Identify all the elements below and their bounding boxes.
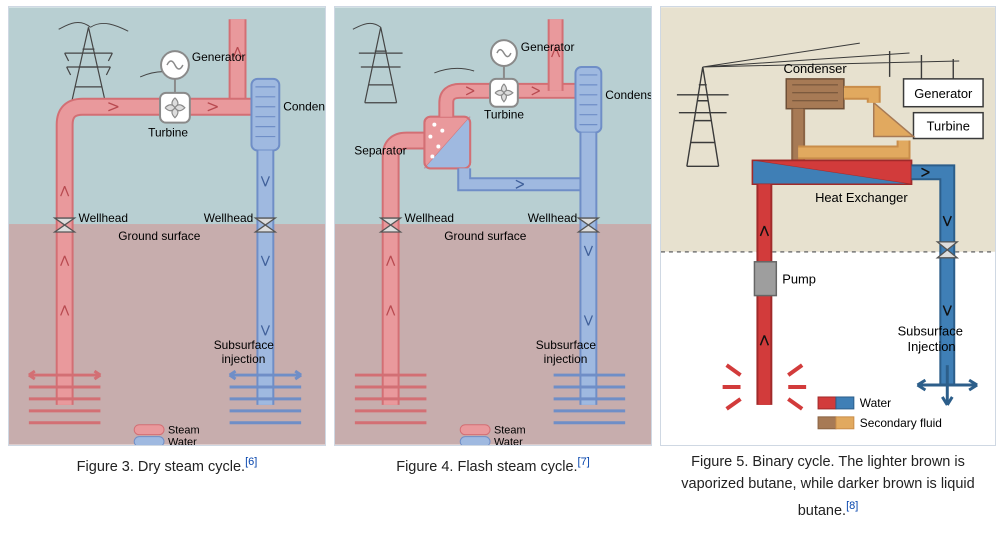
- figure-5-column: Generator Turbine Condenser Heat Ex: [660, 6, 996, 522]
- condenser-icon: [786, 79, 844, 109]
- condenser-label: Condenser: [283, 100, 326, 114]
- subsurface-label-2: injection: [544, 352, 588, 366]
- legend-water-label: Water: [860, 396, 891, 410]
- condenser-icon: [575, 67, 601, 133]
- wellhead-right-label: Wellhead: [204, 211, 253, 225]
- legend-water-label: Water: [168, 437, 197, 446]
- wellhead-right-label: Wellhead: [528, 211, 577, 225]
- figure-3-diagram: Generator Turbine Condenser Wellhead Wel…: [8, 6, 326, 446]
- turbine-icon: [490, 79, 518, 107]
- figure-row: Generator Turbine Condenser Wellhead Wel…: [0, 0, 1000, 522]
- ground-surface-label: Ground surface: [444, 229, 526, 243]
- figure-5-diagram: Generator Turbine Condenser Heat Ex: [660, 6, 996, 446]
- condenser-label: Condenser: [784, 61, 848, 76]
- turbine-icon: [160, 93, 190, 123]
- figure-5-caption: Figure 5. Binary cycle. The lighter brow…: [660, 446, 996, 522]
- generator-label: Generator: [192, 50, 246, 64]
- legend-steam-label: Steam: [168, 425, 200, 437]
- legend-steam-label: Steam: [494, 425, 526, 437]
- generator-label: Generator: [521, 40, 575, 54]
- condenser-icon: [251, 79, 279, 151]
- subsurface-label-2: Injection: [908, 339, 956, 354]
- turbine-label: Turbine: [484, 108, 524, 122]
- legend-secondary-label: Secondary fluid: [860, 416, 942, 430]
- figure-3-caption: Figure 3. Dry steam cycle.[6]: [73, 446, 262, 479]
- figure-3-column: Generator Turbine Condenser Wellhead Wel…: [8, 6, 326, 479]
- figure-5-ref-link[interactable]: [8]: [846, 500, 858, 512]
- ground-surface-label: Ground surface: [118, 229, 200, 243]
- condenser-label: Condenser: [605, 88, 652, 102]
- figure-4-caption-text: Figure 4. Flash steam cycle.: [396, 459, 577, 475]
- wellhead-left-label: Wellhead: [405, 211, 454, 225]
- turbine-label: Turbine: [927, 119, 970, 134]
- wellhead-left-label: Wellhead: [79, 211, 128, 225]
- subsurface-label-2: injection: [222, 352, 266, 366]
- figure-4-caption: Figure 4. Flash steam cycle.[7]: [392, 446, 594, 479]
- pump-icon: [754, 262, 776, 296]
- separator-label: Separator: [354, 143, 406, 157]
- figure-4-diagram: Generator Turbine Condenser Separator We…: [334, 6, 652, 446]
- subsurface-label-1: Subsurface: [214, 338, 275, 352]
- legend-water-label: Water: [494, 437, 523, 446]
- figure-3-ref-link[interactable]: [6]: [245, 456, 257, 468]
- figure-4-ref-link[interactable]: [7]: [578, 456, 590, 468]
- figure-5-caption-text: Figure 5. Binary cycle. The lighter brow…: [681, 454, 974, 518]
- turbine-label: Turbine: [148, 126, 188, 140]
- pump-label: Pump: [782, 272, 816, 287]
- figure-3-caption-text: Figure 3. Dry steam cycle.: [77, 459, 245, 475]
- subsurface-label-1: Subsurface: [898, 323, 963, 338]
- generator-label: Generator: [914, 86, 973, 101]
- figure-4-column: Generator Turbine Condenser Separator We…: [334, 6, 652, 479]
- heat-exchanger-label: Heat Exchanger: [815, 190, 908, 205]
- subsurface-label-1: Subsurface: [536, 338, 597, 352]
